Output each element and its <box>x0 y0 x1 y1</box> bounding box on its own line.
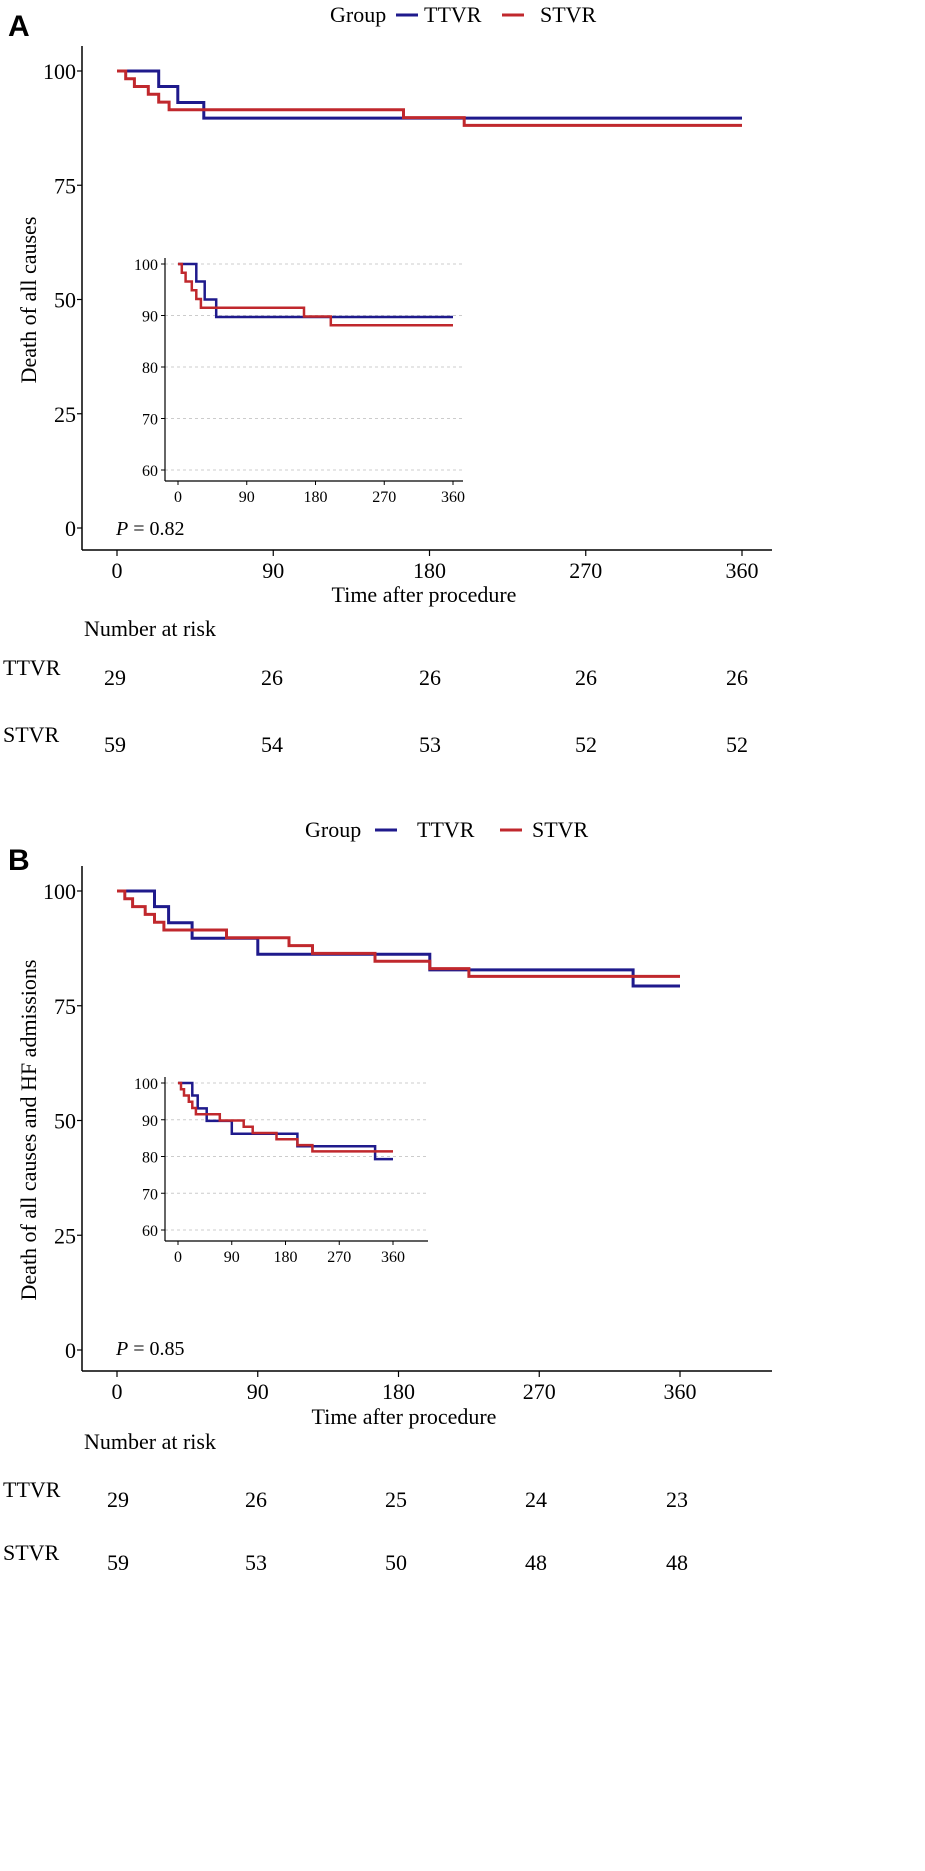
panel-b-y-tick-label: 100 <box>43 879 76 904</box>
panel-b-x-tick-label: 270 <box>523 1379 556 1404</box>
panel-b-y-tick-label: 25 <box>54 1223 76 1248</box>
panel-a-risk-count-stvr: 52 <box>575 732 597 757</box>
panel-b-y-axis-label: Death of all causes and HF admissions <box>16 960 41 1301</box>
panel-a-y-tick-label: 0 <box>65 516 76 541</box>
panel-a-x-tick-label: 0 <box>112 558 123 583</box>
panel-a-inset-curve-ttvr <box>178 262 453 319</box>
panel-a-risk-row-label-stvr: STVR <box>3 722 60 747</box>
panel-b-risk-row-label-ttvr: TTVR <box>3 1477 61 1502</box>
panel-b-x-tick-label: 180 <box>382 1379 415 1404</box>
panel-a-risk-count-stvr: 54 <box>261 732 283 757</box>
panel-b-risk-count-stvr: 48 <box>666 1550 688 1575</box>
panel-b-inset-y-tick-label: 80 <box>142 1150 158 1167</box>
panel-b-risk-count-ttvr: 26 <box>245 1487 267 1512</box>
panel-b-inset-x-tick-label: 90 <box>224 1249 240 1266</box>
panel-a-risk-table-title: Number at risk <box>84 616 216 641</box>
panel-b-p-value: P = 0.85 <box>115 1338 185 1360</box>
panel-b-risk-row-label-stvr: STVR <box>3 1540 60 1565</box>
panel-b-x-tick-label: 0 <box>112 1379 123 1404</box>
panel-a-x-axis-label: Time after procedure <box>332 582 517 607</box>
panel-b-inset-y-tick-label: 90 <box>142 1113 158 1130</box>
panel-a-legend-label-ttvr: TTVR <box>424 2 482 27</box>
panel-a-risk-count-stvr: 52 <box>726 732 748 757</box>
panel-b-letter: B <box>8 844 30 877</box>
panel-a-inset-y-tick-label: 80 <box>142 360 158 377</box>
panel-b-risk-count-stvr: 53 <box>245 1550 267 1575</box>
panel-b-inset-x-tick-label: 0 <box>174 1249 182 1266</box>
panel-a-x-tick-label: 90 <box>262 558 284 583</box>
panel-b-risk-count-ttvr: 23 <box>666 1487 688 1512</box>
panel-a-inset-curve-stvr <box>178 262 453 327</box>
panel-a-legend-title: Group <box>330 2 386 27</box>
panel-b-inset-curve-stvr <box>178 1081 393 1153</box>
panel-b-inset-y-tick-label: 60 <box>142 1223 158 1240</box>
panel-b-inset-x-tick-label: 180 <box>274 1249 298 1266</box>
panel-b-risk-count-ttvr: 29 <box>107 1487 129 1512</box>
panel-b-inset-x-tick-label: 360 <box>381 1249 405 1266</box>
panel-a-risk-count-stvr: 59 <box>104 732 126 757</box>
panel-a-inset-y-tick-label: 60 <box>142 463 158 480</box>
panel-a-curve-ttvr <box>117 69 742 120</box>
panel-a-risk-row-label-ttvr: TTVR <box>3 655 61 680</box>
panel-b-legend-label-stvr: STVR <box>532 817 589 842</box>
panel-a-inset-y-tick-label: 100 <box>134 257 158 274</box>
panel-a-x-tick-label: 270 <box>569 558 602 583</box>
panel-b-curve-stvr <box>117 889 680 978</box>
panel-a-risk-count-ttvr: 26 <box>575 665 597 690</box>
panel-a-risk-count-stvr: 53 <box>419 732 441 757</box>
panel-b-x-tick-label: 360 <box>664 1379 697 1404</box>
panel-b-curve-ttvr <box>117 889 680 988</box>
panel-b-risk-count-stvr: 48 <box>525 1550 547 1575</box>
panel-a-inset-x-tick-label: 90 <box>239 489 255 506</box>
panel-b-risk-table-title: Number at risk <box>84 1429 216 1454</box>
panel-a-curve-stvr <box>117 69 742 127</box>
panel-a-y-tick-label: 75 <box>54 173 76 198</box>
panel-b-y-tick-label: 75 <box>54 994 76 1019</box>
panel-a-y-axis-label: Death of all causes <box>16 217 41 384</box>
panel-b-legend-title: Group <box>305 817 361 842</box>
panel-a-p-value: P = 0.82 <box>115 518 185 540</box>
panel-b-y-tick-label: 50 <box>54 1109 76 1134</box>
panel-a-y-tick-label: 25 <box>54 402 76 427</box>
panel-b-inset-y-tick-label: 100 <box>134 1076 158 1093</box>
panel-b-x-axis-label: Time after procedure <box>312 1404 497 1429</box>
panel-a-risk-count-ttvr: 29 <box>104 665 126 690</box>
panel-b-legend-label-ttvr: TTVR <box>417 817 475 842</box>
panel-a-inset-x-tick-label: 270 <box>372 489 396 506</box>
panel-b-inset-curve-ttvr <box>178 1081 393 1161</box>
panel-a-inset-x-tick-label: 0 <box>174 489 182 506</box>
panel-a-y-tick-label: 100 <box>43 59 76 84</box>
panel-a-risk-count-ttvr: 26 <box>419 665 441 690</box>
panel-b-y-tick-label: 0 <box>65 1338 76 1363</box>
panel-a-letter: A <box>8 10 30 43</box>
panel-a-risk-count-ttvr: 26 <box>261 665 283 690</box>
panel-b-risk-count-stvr: 59 <box>107 1550 129 1575</box>
panel-a-inset-y-tick-label: 70 <box>142 412 158 429</box>
panel-a-inset-x-tick-label: 360 <box>441 489 465 506</box>
panel-b-inset-x-tick-label: 270 <box>327 1249 351 1266</box>
panel-a-risk-count-ttvr: 26 <box>726 665 748 690</box>
panel-b-risk-count-ttvr: 25 <box>385 1487 407 1512</box>
panel-a-x-tick-label: 180 <box>413 558 446 583</box>
panel-b-x-tick-label: 90 <box>247 1379 269 1404</box>
panel-b-risk-count-ttvr: 24 <box>525 1487 547 1512</box>
panel-b-inset-y-tick-label: 70 <box>142 1186 158 1203</box>
panel-a-inset-x-tick-label: 180 <box>304 489 328 506</box>
panel-a-x-tick-label: 360 <box>726 558 759 583</box>
panel-a-inset-y-tick-label: 90 <box>142 309 158 326</box>
panel-b-risk-count-stvr: 50 <box>385 1550 407 1575</box>
panel-a-legend-label-stvr: STVR <box>540 2 597 27</box>
panel-a-y-tick-label: 50 <box>54 288 76 313</box>
